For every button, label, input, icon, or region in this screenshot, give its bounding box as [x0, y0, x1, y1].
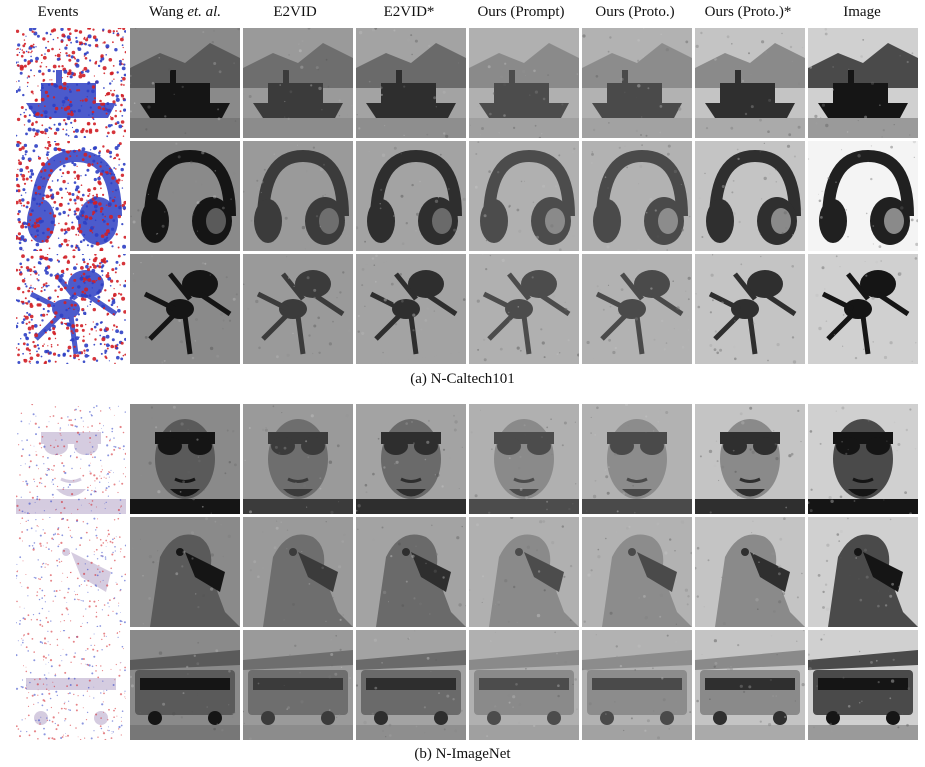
image-vulture-ours-proto [582, 517, 692, 627]
image-face-ours-proto [582, 404, 692, 514]
image-boat-image [808, 28, 918, 138]
image-face-ours-proto-star [695, 404, 805, 514]
image-vulture-ours-proto-star [695, 517, 805, 627]
image-bus-ours-proto-star [695, 630, 805, 740]
image-bus-events [16, 630, 126, 740]
column-header-e2vid-star: E2VID* [383, 4, 435, 20]
image-headphones-e2vid-star [356, 141, 466, 251]
image-bus-wang [130, 630, 240, 740]
image-vulture-image [808, 517, 918, 627]
image-bus-image [808, 630, 918, 740]
image-boat-e2vid [243, 28, 353, 138]
image-boat-wang [130, 28, 240, 138]
column-header-ours-proto: Ours (Proto.) [595, 4, 675, 20]
image-bus-ours-proto [582, 630, 692, 740]
image-face-e2vid [243, 404, 353, 514]
image-headphones-ours-proto [582, 141, 692, 251]
image-vulture-e2vid [243, 517, 353, 627]
image-headphones-image [808, 141, 918, 251]
image-face-image [808, 404, 918, 514]
image-ant-ours-proto [582, 254, 692, 364]
image-headphones-wang [130, 141, 240, 251]
image-face-wang [130, 404, 240, 514]
image-vulture-wang [130, 517, 240, 627]
column-header-events: Events [37, 4, 79, 20]
image-boat-e2vid-star [356, 28, 466, 138]
image-ant-events [16, 254, 126, 364]
image-face-events [16, 404, 126, 514]
image-ant-ours-proto-star [695, 254, 805, 364]
caption-n-caltech101: (a) N-Caltech101 [410, 371, 515, 387]
image-headphones-ours-proto-star [695, 141, 805, 251]
image-ant-e2vid [243, 254, 353, 364]
image-boat-events [16, 28, 126, 138]
image-ant-ours-prompt [469, 254, 579, 364]
image-vulture-e2vid-star [356, 517, 466, 627]
image-headphones-e2vid [243, 141, 353, 251]
image-headphones-ours-prompt [469, 141, 579, 251]
column-header-e2vid: E2VID [273, 4, 317, 20]
image-ant-e2vid-star [356, 254, 466, 364]
image-vulture-ours-prompt [469, 517, 579, 627]
column-header-wang: Wang et. al. [148, 4, 222, 20]
image-bus-e2vid-star [356, 630, 466, 740]
caption-n-imagenet: (b) N-ImageNet [414, 746, 511, 762]
image-ant-wang [130, 254, 240, 364]
image-bus-e2vid [243, 630, 353, 740]
image-vulture-events [16, 517, 126, 627]
image-bus-ours-prompt [469, 630, 579, 740]
image-headphones-events [16, 141, 126, 251]
image-face-ours-prompt [469, 404, 579, 514]
column-header-ours-prompt: Ours (Prompt) [477, 4, 565, 20]
image-ant-image [808, 254, 918, 364]
image-boat-ours-prompt [469, 28, 579, 138]
image-boat-ours-proto-star [695, 28, 805, 138]
column-header-image: Image [843, 4, 881, 20]
image-boat-ours-proto [582, 28, 692, 138]
image-face-e2vid-star [356, 404, 466, 514]
column-header-ours-proto-star: Ours (Proto.)* [704, 4, 792, 20]
